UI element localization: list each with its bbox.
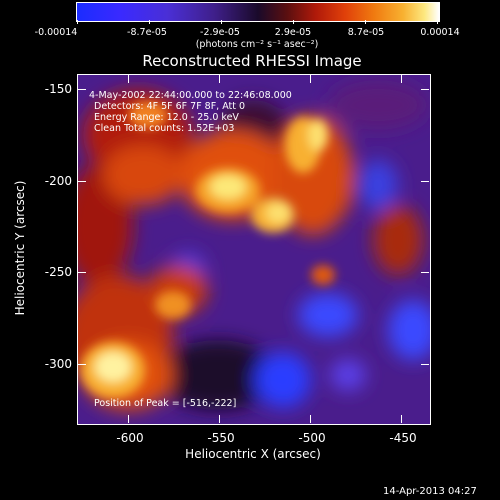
y-axis-label: Heliocentric Y (arcsec) (13, 180, 27, 316)
y-tick (421, 272, 429, 273)
colorbar-tick-label: 2.9e-05 (274, 27, 312, 38)
colorbar (76, 2, 440, 22)
y-tick (78, 181, 86, 182)
annotation-time-range: 4-May-2002 22:44:00.000 to 22:46:08.000 (89, 90, 292, 101)
x-tick (401, 415, 402, 423)
y-tick (78, 272, 86, 273)
x-tick (128, 75, 129, 83)
y-tick (421, 364, 429, 365)
image-diffuse-layer (78, 80, 430, 410)
x-tick (401, 75, 402, 83)
colorbar-tick (437, 20, 438, 24)
plot-title: Reconstructed RHESSI Image (142, 52, 362, 70)
colorbar-units: (photons cm⁻² s⁻¹ asec⁻²) (195, 39, 319, 50)
y-tick (421, 181, 429, 182)
annotation-energy-range: Energy Range: 12.0 - 25.0 keV (94, 112, 239, 123)
x-tick (310, 415, 311, 423)
y-tick (421, 89, 429, 90)
image-bright-layer (81, 101, 335, 398)
colorbar-tick-label: -8.7e-05 (127, 27, 167, 38)
annotation-detectors: Detectors: 4F 5F 6F 7F 8F, Att 0 (94, 101, 246, 112)
x-axis-label: Heliocentric X (arcsec) (185, 447, 321, 461)
annotation-peak-position: Position of Peak = [-516,-222] (94, 398, 237, 409)
colorbar-tick (77, 20, 78, 24)
x-tick (219, 75, 220, 83)
footer-timestamp: 14-Apr-2013 04:27 (383, 486, 477, 497)
y-tick-label: -250 (44, 265, 72, 279)
annotation-clean: Clean Total counts: 1.52E+03 (94, 123, 235, 134)
x-tick (219, 415, 220, 423)
image-canvas (78, 75, 430, 424)
x-tick (310, 75, 311, 83)
colorbar-tick-label: -2.9e-05 (200, 27, 240, 38)
y-tick (78, 364, 86, 365)
colorbar-tick-label: 0.00014 (420, 27, 460, 38)
x-tick-label: -600 (116, 431, 144, 445)
colorbar-tick (365, 20, 366, 24)
rhessi-image: 4-May-2002 22:44:00.000 to 22:46:08.000 … (77, 74, 431, 425)
colorbar-tick (293, 20, 294, 24)
colorbar-tick-label: -0.00014 (34, 27, 78, 38)
x-tick-label: -550 (207, 431, 235, 445)
colorbar-tick (221, 20, 222, 24)
x-tick-label: -450 (389, 431, 417, 445)
x-tick (128, 415, 129, 423)
y-tick-label: -200 (44, 174, 72, 188)
colorbar-tick-label: 8.7e-05 (347, 27, 385, 38)
y-tick-label: -150 (44, 82, 72, 96)
x-tick-label: -500 (298, 431, 326, 445)
y-tick-label: -300 (44, 357, 72, 371)
colorbar-tick (149, 20, 150, 24)
y-tick (78, 89, 86, 90)
